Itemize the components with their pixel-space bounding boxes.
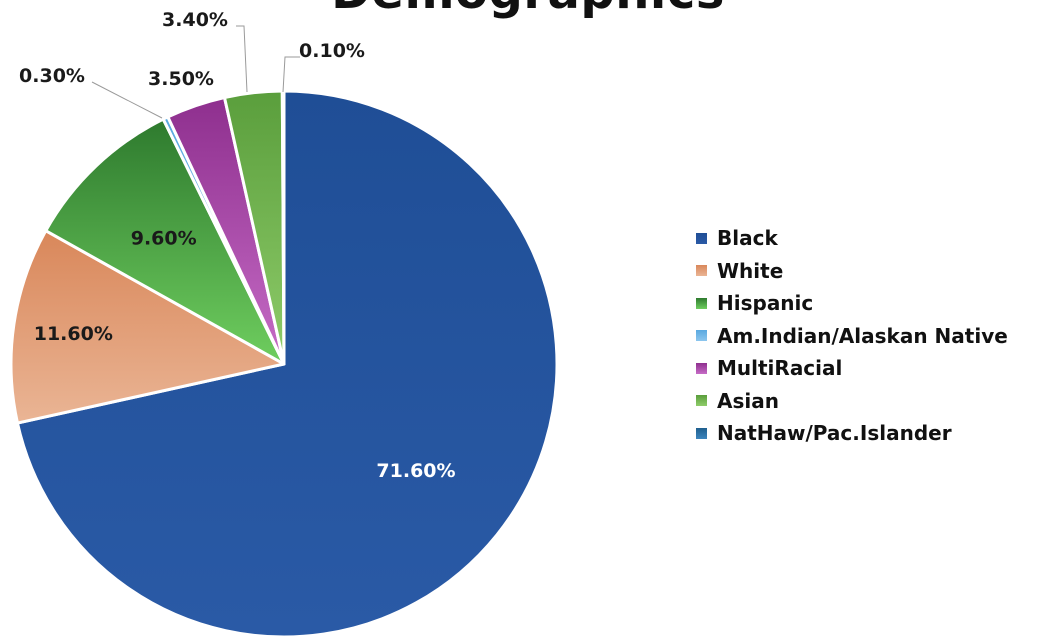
slice-label-asian: 3.40%	[162, 9, 228, 31]
slice-label-nathaw-pac-islander: 0.10%	[299, 40, 365, 62]
pie-slice-hispanic	[44, 117, 286, 366]
legend-item-black: Black	[696, 222, 1008, 255]
legend-label: White	[717, 258, 784, 283]
pie-slice-nathaw-pac-islander	[280, 89, 286, 366]
legend-label: Asian	[717, 388, 779, 413]
legend-swatch	[696, 395, 707, 407]
legend-item-hispanic: Hispanic	[696, 287, 1008, 320]
legend-label: Am.Indian/Alaskan Native	[717, 323, 1008, 348]
chart-title: Demographics	[0, 0, 1056, 20]
pie-slice-black	[15, 89, 559, 636]
leader-line-asian	[236, 25, 248, 93]
legend-label: Hispanic	[717, 291, 814, 316]
leader-line-am-indian-alaskan-native	[91, 81, 163, 119]
slice-label-multiracial: 3.50%	[148, 68, 214, 90]
legend-label: NatHaw/Pac.Islander	[717, 421, 952, 446]
chart-legend: Black White Hispanic Am.Indian/Alaskan Nati…	[696, 222, 1008, 450]
legend-swatch	[696, 232, 707, 244]
legend-label: Black	[717, 226, 778, 251]
legend-item-nathaw-pac-islander: NatHaw/Pac.Islander	[696, 417, 1008, 450]
legend-swatch	[696, 297, 707, 309]
slice-label-am-indian-alaskan-native: 0.30%	[19, 65, 85, 87]
legend-item-multiracial: MultiRacial	[696, 352, 1008, 385]
slice-label-hispanic: 9.60%	[131, 227, 197, 249]
legend-swatch	[696, 330, 707, 342]
legend-swatch	[696, 427, 707, 439]
legend-item-white: White	[696, 255, 1008, 288]
slice-label-white: 11.60%	[34, 323, 113, 345]
legend-item-am-indian-alaskan-native: Am.Indian/Alaskan Native	[696, 320, 1008, 353]
legend-swatch	[696, 265, 707, 277]
legend-swatch	[696, 362, 707, 374]
legend-item-asian: Asian	[696, 385, 1008, 418]
legend-label: MultiRacial	[717, 356, 843, 381]
leader-line-nathaw-pac-islander	[282, 56, 300, 93]
slice-label-black: 71.60%	[376, 460, 455, 482]
pie-slice-white	[9, 229, 286, 425]
